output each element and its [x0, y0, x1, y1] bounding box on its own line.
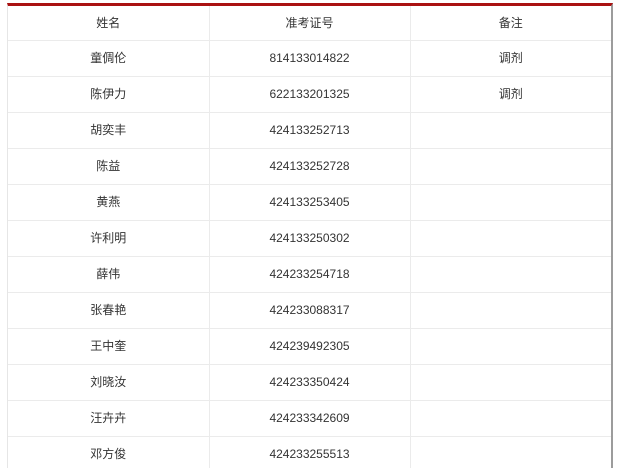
ticket-cell: 424233088317: [208, 292, 411, 329]
table-row: 刘晓汝 424233350424: [8, 364, 611, 401]
ticket-cell: 424133253405: [208, 184, 411, 221]
header-row: 姓名 准考证号 备注: [8, 6, 611, 41]
name-cell: 胡奕丰: [8, 112, 210, 149]
table-header: 姓名 准考证号 备注: [8, 6, 611, 41]
ticket-cell: 424233254718: [208, 256, 411, 293]
table-row: 邓方俊 424233255513: [8, 436, 611, 468]
name-cell: 汪卉卉: [8, 400, 210, 437]
note-cell: 调剂: [409, 40, 611, 77]
table-row: 张春艳 424233088317: [8, 292, 611, 329]
col-header-note: 备注: [409, 6, 611, 41]
table-row: 许利明 424133250302: [8, 220, 611, 257]
name-cell: 王中奎: [8, 328, 210, 365]
note-cell: [409, 292, 611, 329]
name-cell: 童倜伦: [8, 40, 210, 77]
ticket-cell: 424233342609: [208, 400, 411, 437]
note-cell: [409, 436, 611, 468]
name-cell: 许利明: [8, 220, 210, 257]
ticket-cell: 424133250302: [208, 220, 411, 257]
ticket-cell: 424233350424: [208, 364, 411, 401]
note-cell: [409, 184, 611, 221]
note-cell: [409, 400, 611, 437]
exam-table-panel: 姓名 准考证号 备注 童倜伦 814133014822 调剂 陈伊力 62213…: [7, 3, 613, 468]
note-cell: [409, 220, 611, 257]
table-body: 童倜伦 814133014822 调剂 陈伊力 622133201325 调剂 …: [8, 40, 611, 468]
note-cell: [409, 256, 611, 293]
note-cell: 调剂: [409, 76, 611, 113]
name-cell: 黄燕: [8, 184, 210, 221]
ticket-cell: 424133252728: [208, 148, 411, 185]
ticket-cell: 622133201325: [208, 76, 411, 113]
note-cell: [409, 148, 611, 185]
note-cell: [409, 112, 611, 149]
name-cell: 张春艳: [8, 292, 210, 329]
candidate-table: 姓名 准考证号 备注 童倜伦 814133014822 调剂 陈伊力 62213…: [8, 6, 611, 468]
table-row: 汪卉卉 424233342609: [8, 400, 611, 437]
note-cell: [409, 364, 611, 401]
table-row: 黄燕 424133253405: [8, 184, 611, 221]
table-row: 陈伊力 622133201325 调剂: [8, 76, 611, 113]
table-row: 薛伟 424233254718: [8, 256, 611, 293]
name-cell: 陈益: [8, 148, 210, 185]
ticket-cell: 424239492305: [208, 328, 411, 365]
table-row: 陈益 424133252728: [8, 148, 611, 185]
ticket-cell: 424133252713: [208, 112, 411, 149]
col-header-ticket: 准考证号: [208, 6, 411, 41]
name-cell: 邓方俊: [8, 436, 210, 468]
table-row: 童倜伦 814133014822 调剂: [8, 40, 611, 77]
name-cell: 薛伟: [8, 256, 210, 293]
name-cell: 陈伊力: [8, 76, 210, 113]
ticket-cell: 424233255513: [208, 436, 411, 468]
table-row: 胡奕丰 424133252713: [8, 112, 611, 149]
table-row: 王中奎 424239492305: [8, 328, 611, 365]
ticket-cell: 814133014822: [208, 40, 411, 77]
col-header-name: 姓名: [8, 6, 210, 41]
note-cell: [409, 328, 611, 365]
name-cell: 刘晓汝: [8, 364, 210, 401]
